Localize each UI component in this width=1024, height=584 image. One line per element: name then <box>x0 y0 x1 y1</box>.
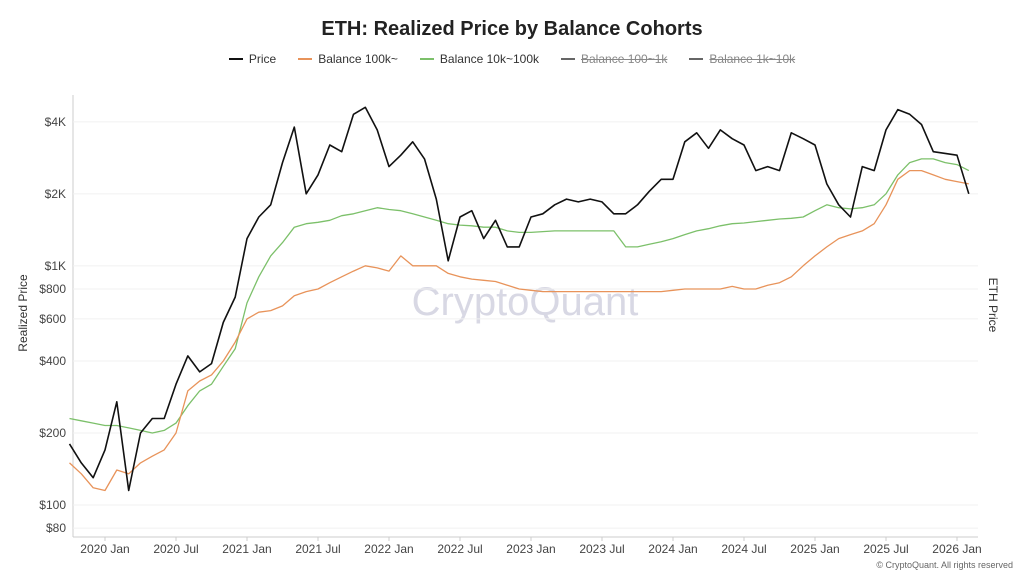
legend-item-balance-100k[interactable]: Balance 100k~ <box>298 52 398 66</box>
y2-axis-label: ETH Price <box>986 278 1000 333</box>
y-tick-label: $1K <box>45 259 66 273</box>
x-tick-label: 2025 Jul <box>863 542 908 556</box>
x-tick-label: 2020 Jan <box>80 542 129 556</box>
legend: Price Balance 100k~ Balance 10k~100k Bal… <box>0 52 1024 66</box>
legend-item-balance-10k-100k[interactable]: Balance 10k~100k <box>419 52 539 66</box>
y-tick-label: $200 <box>39 426 66 440</box>
legend-swatch <box>689 58 704 60</box>
y-tick-label: $80 <box>46 521 66 535</box>
footer-copyright: © CryptoQuant. All rights reserved <box>876 560 1013 570</box>
x-tick-label: 2021 Jan <box>222 542 271 556</box>
series-line-balance-10k-100k <box>69 158 970 434</box>
legend-swatch <box>298 58 313 60</box>
y-tick-label: $4K <box>45 115 66 129</box>
watermark: CryptoQuant <box>412 280 639 324</box>
y-tick-label: $600 <box>39 312 66 326</box>
x-tick-label: 2023 Jul <box>579 542 624 556</box>
legend-label: Price <box>248 52 277 66</box>
legend-item-price[interactable]: Price <box>228 52 277 66</box>
chart-title: ETH: Realized Price by Balance Cohorts <box>321 18 703 40</box>
x-tick-label: 2024 Jan <box>648 542 697 556</box>
y-axis-label: Realized Price <box>16 274 30 352</box>
legend-label: Balance 10k~100k <box>439 52 539 66</box>
legend-swatch <box>228 58 243 60</box>
legend-swatch <box>419 58 434 60</box>
series-line-balance-100k- <box>69 169 969 492</box>
y-tick-label: $100 <box>39 498 66 512</box>
x-tick-label: 2023 Jan <box>506 542 555 556</box>
x-tick-label: 2024 Jul <box>721 542 766 556</box>
y-tick-label: $400 <box>39 354 66 368</box>
x-tick-label: 2020 Jul <box>153 542 198 556</box>
x-tick-label: 2022 Jul <box>437 542 482 556</box>
y-tick-label: $800 <box>39 282 66 296</box>
x-tick-label: 2025 Jan <box>790 542 839 556</box>
legend-item-balance-1k-10k[interactable]: Balance 1k~10k <box>689 52 795 66</box>
x-tick-label: 2022 Jan <box>364 542 413 556</box>
legend-label: Balance 1k~10k <box>709 52 796 66</box>
legend-item-balance-100-1k[interactable]: Balance 100~1k <box>561 52 667 66</box>
x-tick-label: 2021 Jul <box>295 542 340 556</box>
series-line-price <box>68 106 970 492</box>
x-tick-label: 2026 Jan <box>932 542 981 556</box>
y-tick-label: $2K <box>45 187 66 201</box>
legend-label: Balance 100~1k <box>581 52 668 66</box>
legend-label: Balance 100k~ <box>318 52 398 66</box>
legend-swatch <box>561 58 575 60</box>
